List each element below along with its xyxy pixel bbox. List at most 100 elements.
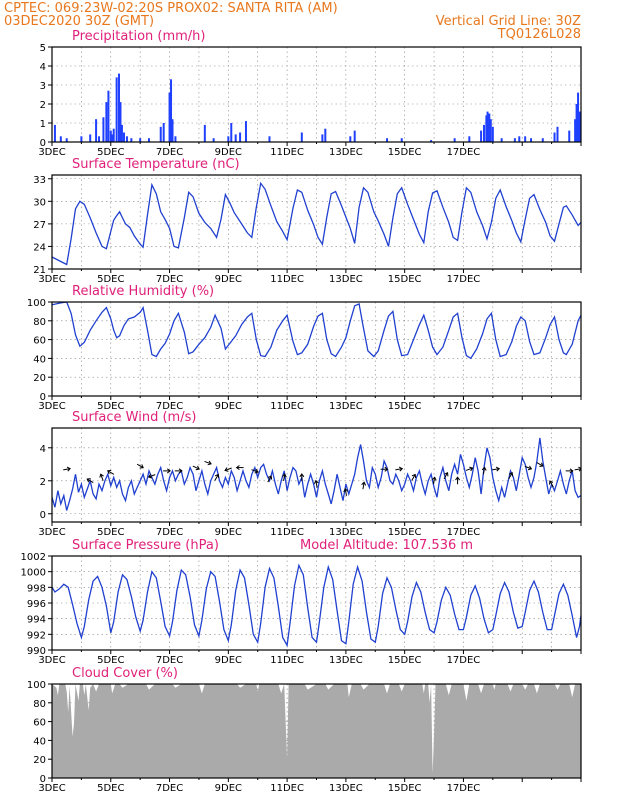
press-series-line (52, 563, 581, 648)
temp-xtick-label: 11DEC (270, 274, 304, 285)
press-marks (52, 563, 581, 648)
wind-vector-arrow (508, 472, 514, 480)
precip-bar (488, 113, 491, 142)
cloud-xtick-label: 9DEC (215, 783, 242, 794)
precip-bar (575, 104, 578, 142)
wind-xtick-label: 11DEC (270, 527, 304, 538)
temp-series-line (52, 181, 581, 266)
temp-ytick-label: 21 (33, 265, 46, 276)
precip-xtick-label: 11DEC (270, 147, 304, 158)
press-xtick-label: 17DEC (447, 655, 481, 666)
precip-xtick-label: 9DEC (215, 147, 242, 158)
precip-bar (324, 128, 327, 142)
wind-vector-arrow (107, 469, 115, 475)
precip-bar (574, 119, 577, 142)
rh-ytick-label: 60 (33, 336, 46, 347)
cloud-area (52, 684, 581, 778)
cloud-ytick-label: 80 (33, 699, 46, 710)
precip-bar (125, 136, 128, 142)
wind-ytick-label: 2 (40, 477, 46, 488)
wind-vector-arrow (147, 473, 156, 479)
cloud-ytick-label: 60 (33, 718, 46, 729)
precip-bar (171, 119, 174, 142)
wind-vector-arrow (99, 473, 104, 481)
temp-xtick-label: 15DEC (388, 274, 422, 285)
precip-bar (227, 136, 230, 142)
precip-bar (268, 136, 271, 142)
precip-xtick-label: 17DEC (447, 147, 481, 158)
press-ytick-label: 996 (27, 599, 46, 610)
wind-vector-arrow (455, 476, 461, 485)
cloud-ytick-label: 0 (40, 774, 46, 785)
wind-vector-arrow (174, 468, 183, 474)
rh-xtick-label: 3DEC (38, 401, 65, 412)
temp-xtick-label: 9DEC (215, 274, 242, 285)
press-ytick-label: 990 (27, 646, 46, 657)
rh-title: Relative Humidity (%) (72, 284, 214, 299)
temp-frame (51, 174, 582, 270)
press-ytick-label: 1002 (21, 552, 46, 563)
cloud-title: Cloud Cover (%) (72, 666, 178, 681)
wind-xtick-label: 9DEC (215, 527, 242, 538)
rh-xtick-label: 17DEC (447, 401, 481, 412)
wind-vector-arrow (214, 473, 220, 481)
precip-bar (468, 136, 471, 142)
wind-vector-arrow (492, 466, 501, 472)
rh-xtick-label: 15DEC (388, 401, 422, 412)
header: CPTEC: 069:23W-02:20S PROX02: SANTA RITA… (4, 1, 581, 42)
rh-xtick-label: 7DEC (156, 401, 183, 412)
temp-xtick-label: 7DEC (156, 274, 183, 285)
wind-vector-arrow (411, 473, 417, 481)
rh-series-line (52, 302, 581, 360)
wind-frame (51, 427, 582, 523)
rh-xtick-label: 13DEC (329, 401, 363, 412)
precip-marks (53, 73, 581, 142)
press-frame (51, 555, 582, 651)
precip-bar (139, 138, 142, 142)
precip-ytick-label: 2 (40, 100, 46, 111)
precip-bar (230, 123, 233, 142)
header-grid-note: Vertical Grid Line: 30Z (436, 14, 581, 29)
wind-vector-arrow (343, 488, 349, 496)
precip-bar (105, 102, 108, 142)
precip-bar (59, 136, 62, 142)
press-xtick-label: 7DEC (156, 655, 183, 666)
press-xtick-label: 11DEC (270, 655, 304, 666)
precip-bar (568, 130, 571, 142)
press-xtick-label: 5DEC (97, 655, 124, 666)
press-ytick-label: 998 (27, 583, 46, 594)
press-ytick-label: 992 (27, 630, 46, 641)
wind-vector-arrow (251, 468, 259, 474)
precip-bar (500, 138, 503, 142)
precip-bar (98, 136, 101, 142)
precip-bar (556, 126, 559, 142)
rh-panel: Relative Humidity (%) 0 20 40 60 80 100 3DEC 5DE… (27, 284, 582, 412)
wind-title: Surface Wind (m/s) (72, 410, 196, 425)
cloud-frame (51, 683, 582, 779)
cloud-xtick-label: 11DEC (270, 783, 304, 794)
press-xtick-label: 15DEC (388, 655, 422, 666)
wind-vector-arrow (380, 466, 389, 472)
temp-xtick-label: 13DEC (329, 274, 363, 285)
precip-bar (112, 128, 115, 142)
wind-vector-arrow (395, 466, 404, 472)
rh-ytick-label: 0 (40, 392, 46, 403)
panels: Precipitation (mm/h) 0 1 2 3 4 5 3DEC 5DEC 7DEC 9D… (21, 29, 582, 794)
precip-bar (107, 90, 110, 142)
precip-bar (430, 140, 433, 142)
wind-ytick-label: 4 (40, 444, 46, 455)
wind-vector-arrow (192, 465, 200, 471)
rh-ytick-label: 40 (33, 354, 46, 365)
precip-bar (95, 119, 98, 142)
cloud-ytick-label: 100 (27, 680, 46, 691)
precip-title: Precipitation (mm/h) (72, 29, 205, 44)
wind-panel: Surface Wind (m/s) 0 2 4 3DEC 5DEC 7DEC 9DEC 11D… (38, 410, 582, 538)
precip-bar (524, 136, 527, 142)
precip-xtick-label: 7DEC (156, 147, 183, 158)
temp-panel: Surface Temperature (nC) 21 24 27 30 33 3DEC 5D… (33, 157, 582, 285)
precip-bar (123, 132, 126, 142)
rh-xtick-label: 5DEC (97, 401, 124, 412)
press-ytick-label: 1000 (21, 568, 46, 579)
wind-vector-arrow (267, 475, 273, 483)
wind-ytick-label: 0 (40, 510, 46, 521)
